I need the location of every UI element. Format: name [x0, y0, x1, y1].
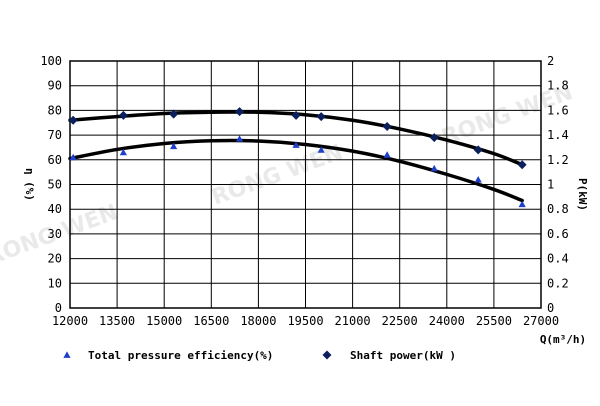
data-point-diamond: [382, 121, 392, 131]
data-point-diamond: [68, 115, 78, 125]
x-tick-label: 19500: [287, 314, 323, 328]
data-point-diamond: [169, 109, 179, 119]
data-point-triangle: [119, 148, 127, 156]
data-point-triangle: [292, 141, 300, 148]
legend: Total pressure efficiency(%) Shaft power…: [63, 349, 456, 362]
y-right-tick-label: 0.2: [547, 276, 569, 290]
y-right-tick-label: 0: [547, 301, 554, 315]
y-right-tick-label: 1: [547, 178, 554, 192]
y-right-axis-ticks: 0 0.2 0.4 0.6 0.8 1 1.2 1.4 1.6 1.8 2: [547, 54, 569, 315]
y-right-tick-label: 1.8: [547, 79, 569, 93]
y-right-tick-label: 1.2: [547, 153, 569, 167]
x-axis-title: Q(m³/h): [540, 333, 586, 346]
legend-label-shaft-power: Shaft power(kW ): [350, 349, 456, 362]
y-left-tick-label: 90: [48, 79, 62, 93]
y-left-tick-label: 70: [48, 128, 62, 142]
legend-item-efficiency: Total pressure efficiency(%): [63, 349, 273, 362]
x-axis-ticks: 12000 13500 15000 16500 18000 19500 21000 22500…: [52, 314, 559, 328]
y-left-tick-label: 60: [48, 153, 62, 167]
data-point-diamond: [118, 110, 128, 120]
data-point-triangle: [235, 135, 244, 142]
data-point-triangle: [317, 146, 325, 153]
data-point-diamond: [429, 133, 439, 143]
data-point-triangle: [383, 151, 391, 158]
legend-marker-diamond: [322, 350, 332, 360]
plot-frame: [69, 60, 542, 309]
data-point-triangle: [170, 142, 178, 150]
y-left-tick-label: 50: [48, 178, 62, 192]
grid-layer: [69, 60, 542, 309]
y-right-tick-label: 0.8: [547, 202, 569, 216]
y-right-tick-label: 1.4: [547, 128, 569, 142]
y-left-tick-label: 30: [48, 227, 62, 241]
legend-marker-triangle: [63, 351, 71, 358]
data-point-triangle: [518, 200, 526, 208]
x-tick-label: 25500: [476, 314, 512, 328]
y-left-axis-title: η (%): [23, 168, 36, 201]
data-point-triangle: [69, 153, 77, 161]
y-left-tick-label: 80: [48, 103, 62, 117]
watermark-text: RONG WEN: [209, 140, 347, 211]
x-tick-label: 16500: [193, 314, 229, 328]
data-point-diamond: [291, 110, 301, 120]
legend-label-efficiency: Total pressure efficiency(%): [88, 349, 273, 362]
y-left-tick-label: 10: [48, 276, 62, 290]
y-right-tick-label: 0.6: [547, 227, 569, 241]
y-left-tick-label: 0: [55, 301, 62, 315]
series-efficiency: [68, 135, 526, 208]
data-point-diamond: [316, 112, 326, 122]
series-fit-curve: [68, 110, 524, 167]
x-tick-label: 27000: [523, 314, 559, 328]
x-tick-label: 21000: [335, 314, 371, 328]
data-point-triangle: [474, 175, 482, 183]
x-tick-label: 24000: [429, 314, 465, 328]
y-left-axis-ticks: 0 10 20 30 40 50 60 70 80 90 100: [40, 54, 62, 315]
data-point-diamond: [473, 145, 483, 155]
x-tick-label: 22500: [382, 314, 418, 328]
data-point-diamond: [235, 107, 245, 117]
y-left-tick-label: 100: [40, 54, 62, 68]
y-left-tick-label: 20: [48, 252, 62, 266]
y-left-tick-label: 40: [48, 202, 62, 216]
x-tick-label: 18000: [240, 314, 276, 328]
y-right-axis-title: P(kW): [576, 178, 589, 211]
x-tick-label: 13500: [99, 314, 135, 328]
y-right-tick-label: 2: [547, 54, 554, 68]
x-tick-label: 15000: [146, 314, 182, 328]
data-point-triangle: [430, 164, 438, 172]
x-tick-label: 12000: [52, 314, 88, 328]
data-point-diamond: [517, 160, 527, 170]
y-right-tick-label: 1.6: [547, 103, 569, 117]
legend-item-shaft-power: Shaft power(kW ): [322, 349, 456, 362]
y-right-tick-label: 0.4: [547, 252, 569, 266]
series-fit-curve: [68, 138, 524, 203]
series-shaft-power: [68, 107, 527, 170]
series-layer: [68, 107, 527, 208]
